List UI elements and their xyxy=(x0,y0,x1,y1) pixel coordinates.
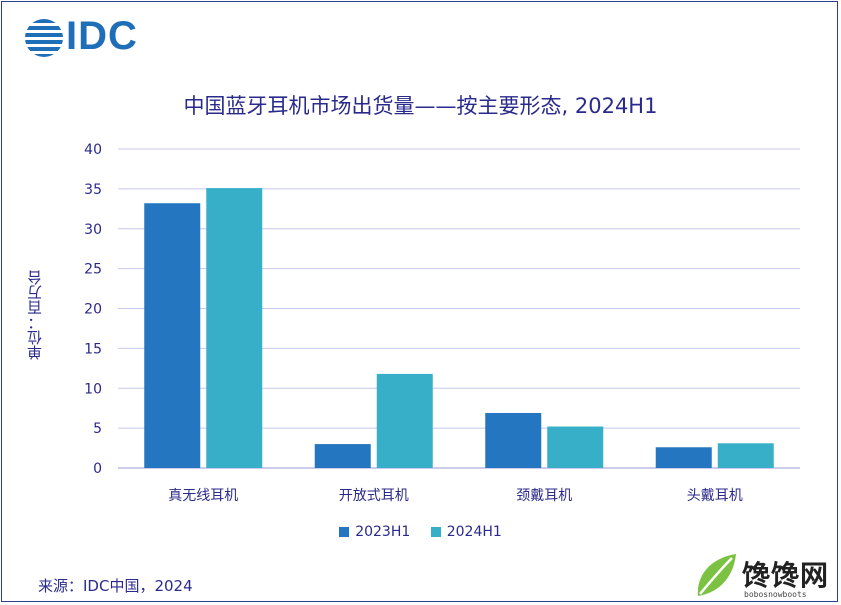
y-tick-label: 25 xyxy=(84,262,102,278)
bar-2023h1-2 xyxy=(485,412,542,468)
bar-2024h1-0 xyxy=(206,188,263,468)
idc-globe-icon xyxy=(25,19,63,57)
y-tick-label: 10 xyxy=(84,381,102,397)
chart-title: 中国蓝牙耳机市场出货量——按主要形态, 2024H1 xyxy=(183,94,658,118)
legend-label-2024h1: 2024H1 xyxy=(446,524,502,540)
x-tick-label: 颈戴耳机 xyxy=(516,488,572,504)
legend-label-2023h1: 2023H1 xyxy=(355,524,411,540)
leaf-icon xyxy=(697,554,736,596)
x-tick-label: 头戴耳机 xyxy=(687,488,743,504)
bar-2023h1-3 xyxy=(655,447,712,468)
y-tick-label: 5 xyxy=(93,421,102,437)
chart-legend: 2023H1 2024H1 xyxy=(0,524,841,541)
y-tick-label: 40 xyxy=(84,142,102,158)
y-tick-label: 30 xyxy=(84,222,102,238)
y-tick-label: 35 xyxy=(84,182,102,198)
bar-2023h1-1 xyxy=(314,444,371,468)
y-tick-label: 0 xyxy=(93,461,102,477)
x-tick-label: 真无线耳机 xyxy=(168,488,238,504)
bar-2024h1-3 xyxy=(717,443,774,468)
legend-item-2024h1: 2024H1 xyxy=(430,524,502,540)
x-tick-label: 开放式耳机 xyxy=(339,488,409,504)
y-tick-label: 15 xyxy=(84,341,102,357)
legend-swatch-2023h1 xyxy=(339,527,350,537)
source-note: 来源：IDC中国，2024 xyxy=(38,577,193,595)
bar-chart: 0 5 10 15 20 25 30 35 40 真无线耳机 开放式耳机 颈戴耳机 头戴耳机 xyxy=(84,142,800,504)
logo-text: IDC xyxy=(66,14,138,58)
bar-2024h1-2 xyxy=(547,426,604,468)
bar-2024h1-1 xyxy=(376,373,433,468)
bar-2023h1-0 xyxy=(144,203,201,469)
legend-swatch-2024h1 xyxy=(430,527,441,537)
y-tick-label: 20 xyxy=(84,302,102,318)
legend-item-2023h1: 2023H1 xyxy=(339,524,410,540)
